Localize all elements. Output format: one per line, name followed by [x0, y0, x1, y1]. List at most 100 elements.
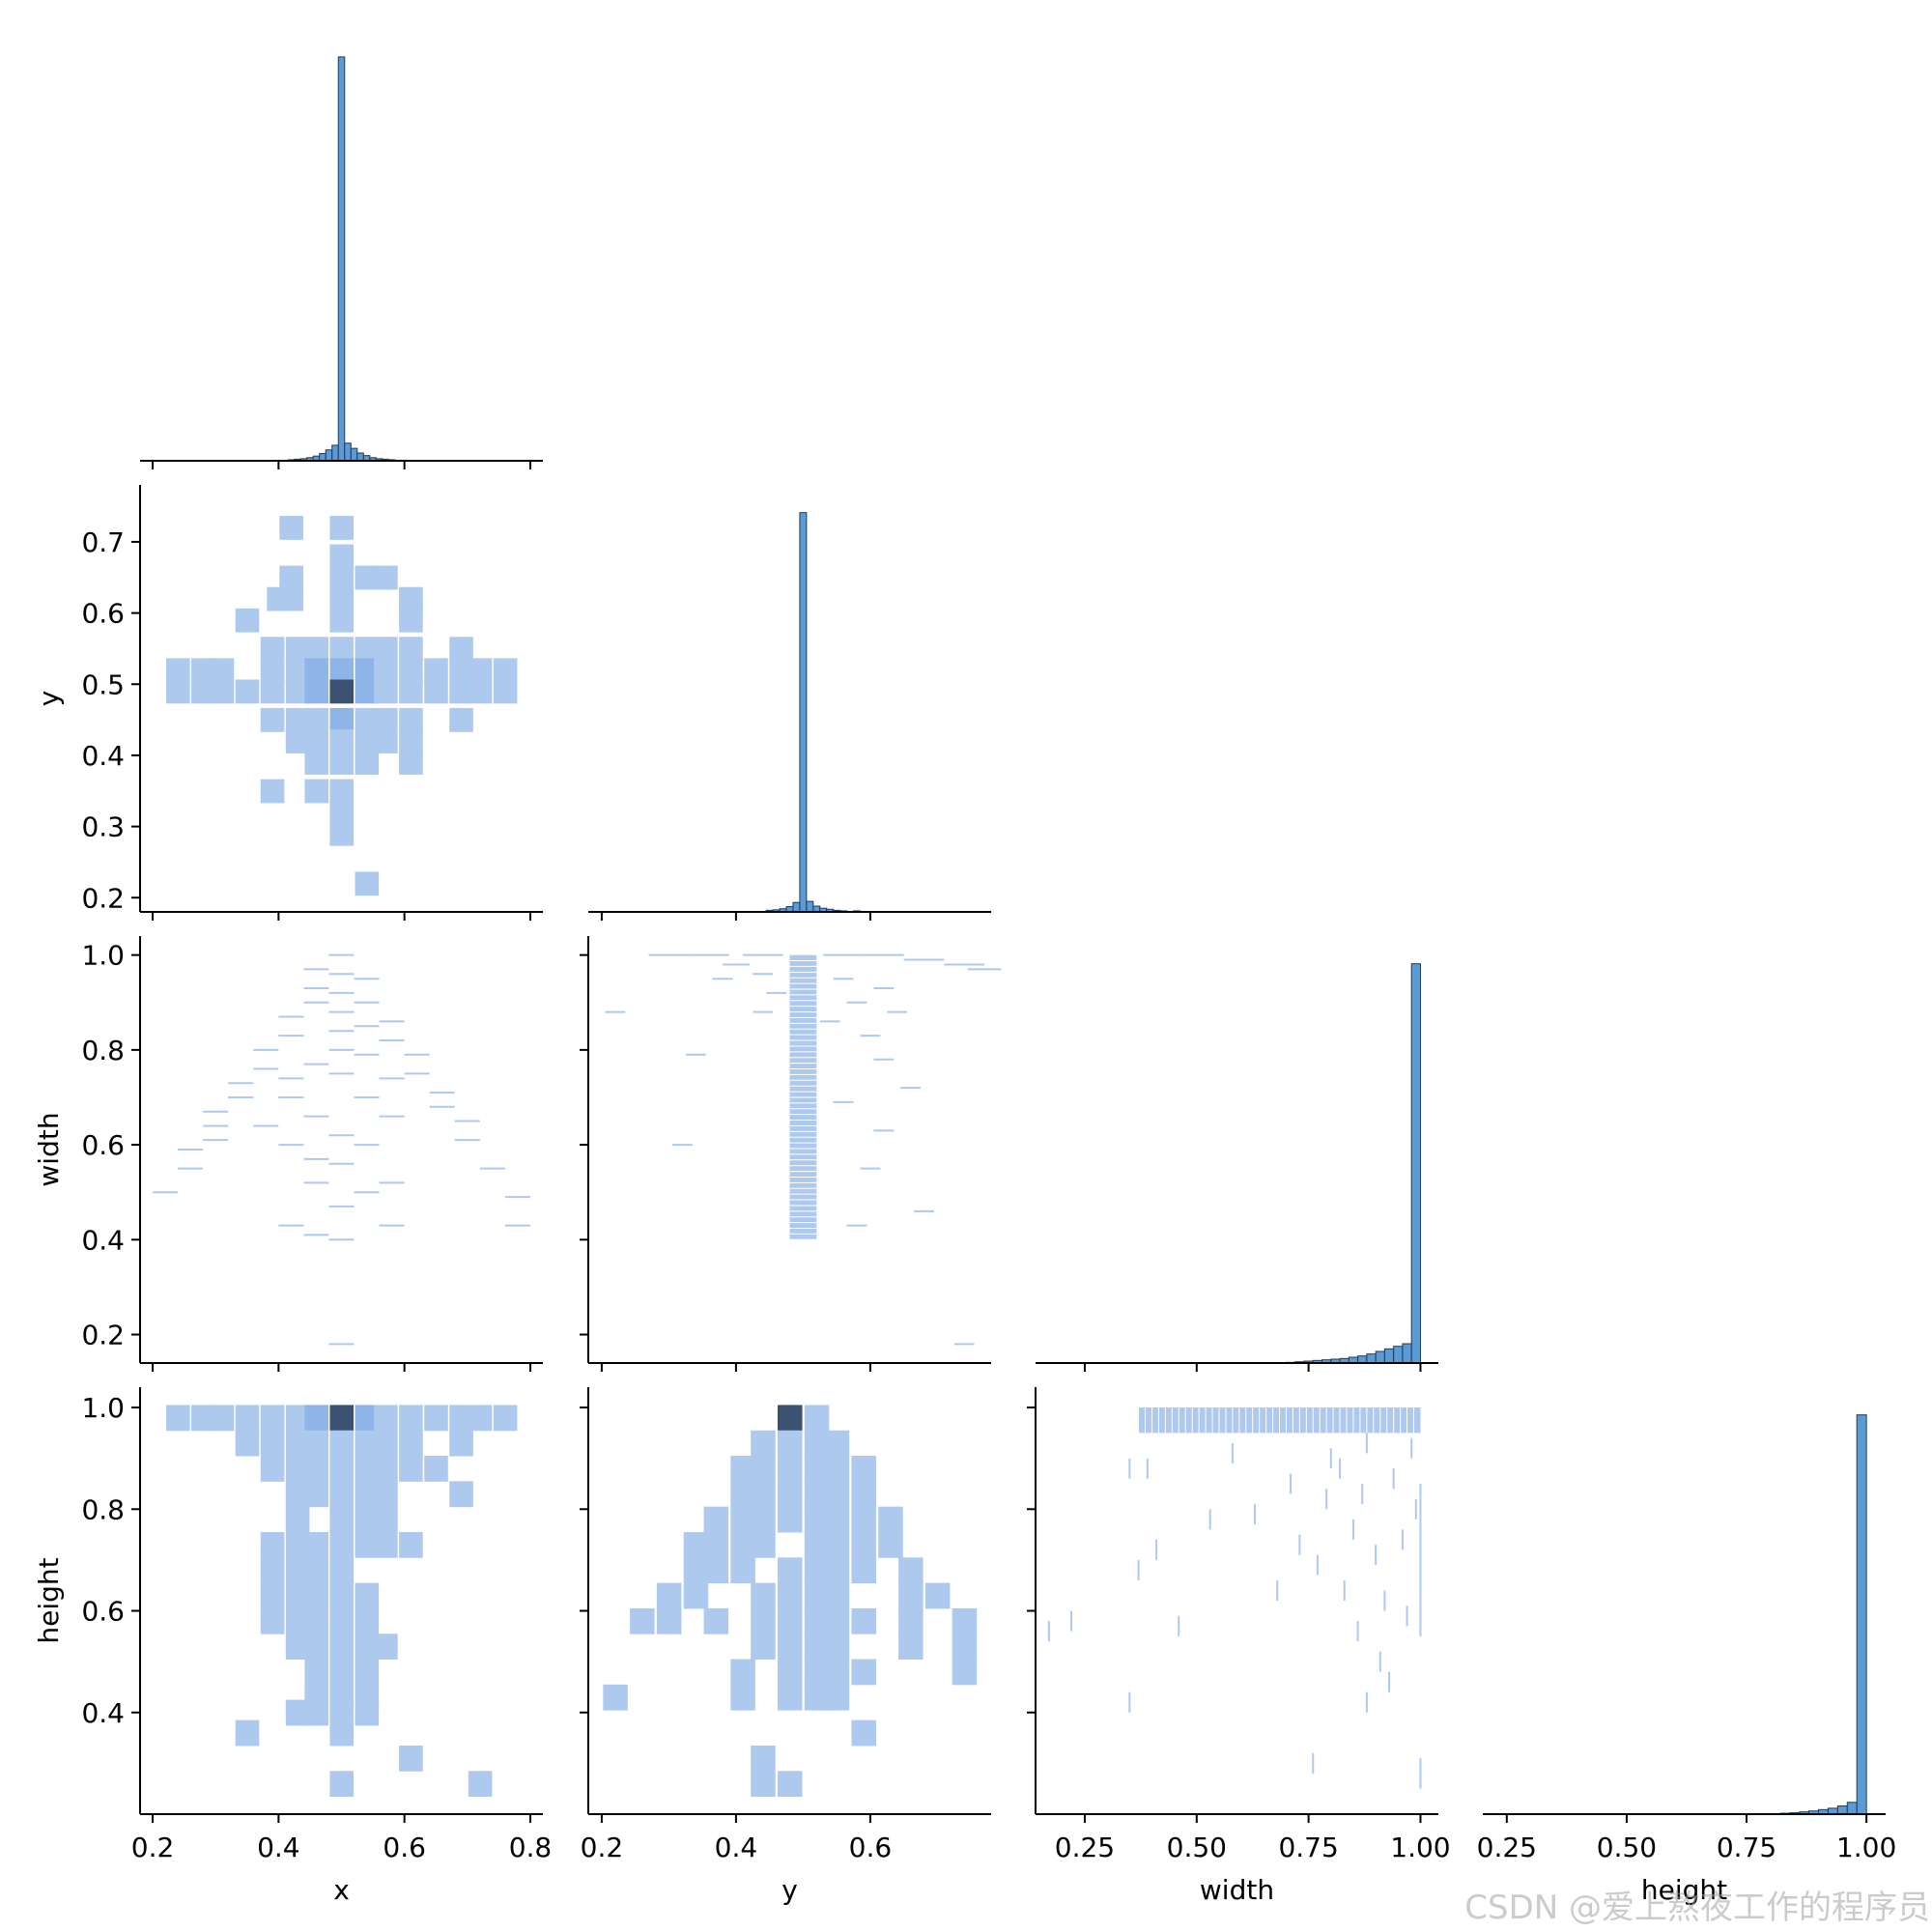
hist2d-cell — [898, 1557, 923, 1584]
panel-x-vs-x — [140, 56, 543, 469]
hist2d-cell — [824, 1634, 850, 1661]
hist2d-cell — [285, 1506, 310, 1533]
hist-bar — [1856, 1414, 1867, 1815]
hist2d-cell — [399, 751, 423, 775]
hist2d-cell — [751, 1506, 776, 1533]
hist2d-cell — [851, 1719, 876, 1747]
hist2d-cell — [751, 1607, 776, 1634]
hist-bar — [1402, 1343, 1412, 1364]
x-tick-label: 0.2 — [131, 1832, 175, 1863]
hist2d-cell — [424, 679, 448, 704]
hist2d-cell — [260, 1456, 285, 1482]
y-tick-label: 0.4 — [81, 1224, 125, 1256]
hist2d-cell — [304, 1607, 328, 1634]
hist2d-cell — [329, 658, 355, 683]
hist2d-cell — [374, 729, 398, 753]
x-tick-label: 0.4 — [257, 1832, 300, 1863]
hist2d-cell — [166, 658, 190, 683]
hist2d-cell — [304, 1405, 328, 1432]
hist2d-cell — [329, 1506, 355, 1533]
hist2d-cell — [449, 707, 473, 732]
hist2d-cell — [304, 779, 328, 804]
y-tick-label: 1.0 — [81, 1392, 125, 1424]
panel-y-vs-y — [588, 512, 991, 921]
hist2d-cell — [329, 779, 355, 804]
hist2d-cell — [777, 1557, 803, 1584]
hist2d-cell — [449, 637, 473, 662]
hist2d-cell — [235, 608, 260, 633]
hist2d-cell — [210, 679, 235, 704]
hist2d-cell — [751, 1531, 776, 1558]
hist2d-cell — [777, 1481, 803, 1508]
hist2d-cell — [898, 1607, 923, 1634]
hist2d-cell — [656, 1582, 682, 1609]
hist2d-cell — [777, 1506, 803, 1533]
hist2d-cell — [304, 729, 328, 753]
y-tick-label: 0.2 — [81, 882, 125, 914]
y-axis-label: width — [33, 1112, 65, 1186]
hist2d-cell — [374, 1531, 398, 1558]
x-tick-label: 0.4 — [715, 1832, 758, 1863]
hist2d-cell — [260, 1607, 285, 1634]
hist2d-cell — [374, 565, 398, 590]
hist2d-cell — [878, 1506, 903, 1533]
hist2d-cell — [399, 1430, 423, 1457]
hist2d-cell — [304, 1582, 328, 1609]
hist2d-cell — [468, 658, 493, 683]
hist2d-cell — [374, 1634, 398, 1661]
hist2d-cell — [952, 1634, 978, 1661]
hist2d-cell — [751, 1456, 776, 1482]
hist-bar — [350, 447, 358, 462]
panel-y-vs-x: 0.2 0.3 0.4 0.5 0.6 0.7 y — [33, 485, 543, 921]
x-axis-label: x — [333, 1874, 350, 1906]
hist-bar — [344, 442, 352, 462]
hist-bar — [1846, 1802, 1858, 1815]
hist2d-cell — [824, 1506, 850, 1533]
hist2d-cell — [260, 658, 285, 683]
hist2d-cell — [703, 1557, 729, 1584]
hist2d-cell — [777, 1634, 803, 1661]
hist2d-cell — [355, 1659, 380, 1686]
hist2d-cell — [355, 1582, 380, 1609]
hist2d-cell — [355, 1607, 380, 1634]
y-tick-label: 0.4 — [81, 740, 125, 772]
hist2d-cell — [603, 1684, 628, 1711]
hist2d-cell — [851, 1481, 876, 1508]
hist2d-cell — [355, 871, 380, 896]
hist2d-cell — [374, 1456, 398, 1482]
hist2d-cell — [824, 1430, 850, 1457]
hist2d-cell — [468, 679, 493, 704]
hist2d-cell — [374, 1405, 398, 1432]
hist2d-cell — [493, 1405, 518, 1432]
hist-bar — [806, 900, 814, 913]
hist2d-cell — [730, 1659, 755, 1686]
hist2d-cell — [235, 1430, 260, 1457]
x-tick-label: 0.6 — [383, 1832, 426, 1863]
watermark-text: CSDN @爱上熬夜工作的程序员 — [1464, 1889, 1930, 1927]
hist2d-cell — [329, 751, 355, 775]
hist2d-cell — [399, 1531, 423, 1558]
x-axis-label: height — [1641, 1874, 1727, 1906]
hist2d-cell — [166, 1405, 190, 1432]
x-tick-label: 0.50 — [1597, 1832, 1657, 1863]
hist2d-cell — [851, 1456, 876, 1482]
hist2d-cell — [329, 1531, 355, 1558]
hist2d-cell — [898, 1582, 923, 1609]
hist2d-cell — [304, 679, 328, 704]
hist2d-cell — [304, 1531, 328, 1558]
hist2d-cell — [898, 1634, 923, 1661]
hist2d-cell — [329, 707, 355, 732]
hist2d-cell — [235, 1719, 260, 1747]
hist2d-cell — [260, 1557, 285, 1584]
hist2d-cell — [260, 1582, 285, 1609]
y-tick-label: 0.5 — [81, 668, 125, 700]
hist2d-cell — [399, 707, 423, 732]
hist2d-cell — [824, 1456, 850, 1482]
hist-bar — [1375, 1350, 1385, 1364]
hist2d-cell — [235, 1405, 260, 1432]
hist2d-cell — [329, 1607, 355, 1634]
hist2d-cell — [329, 1405, 355, 1432]
hist2d-cell — [424, 658, 448, 683]
x-tick-label: 0.8 — [509, 1832, 553, 1863]
